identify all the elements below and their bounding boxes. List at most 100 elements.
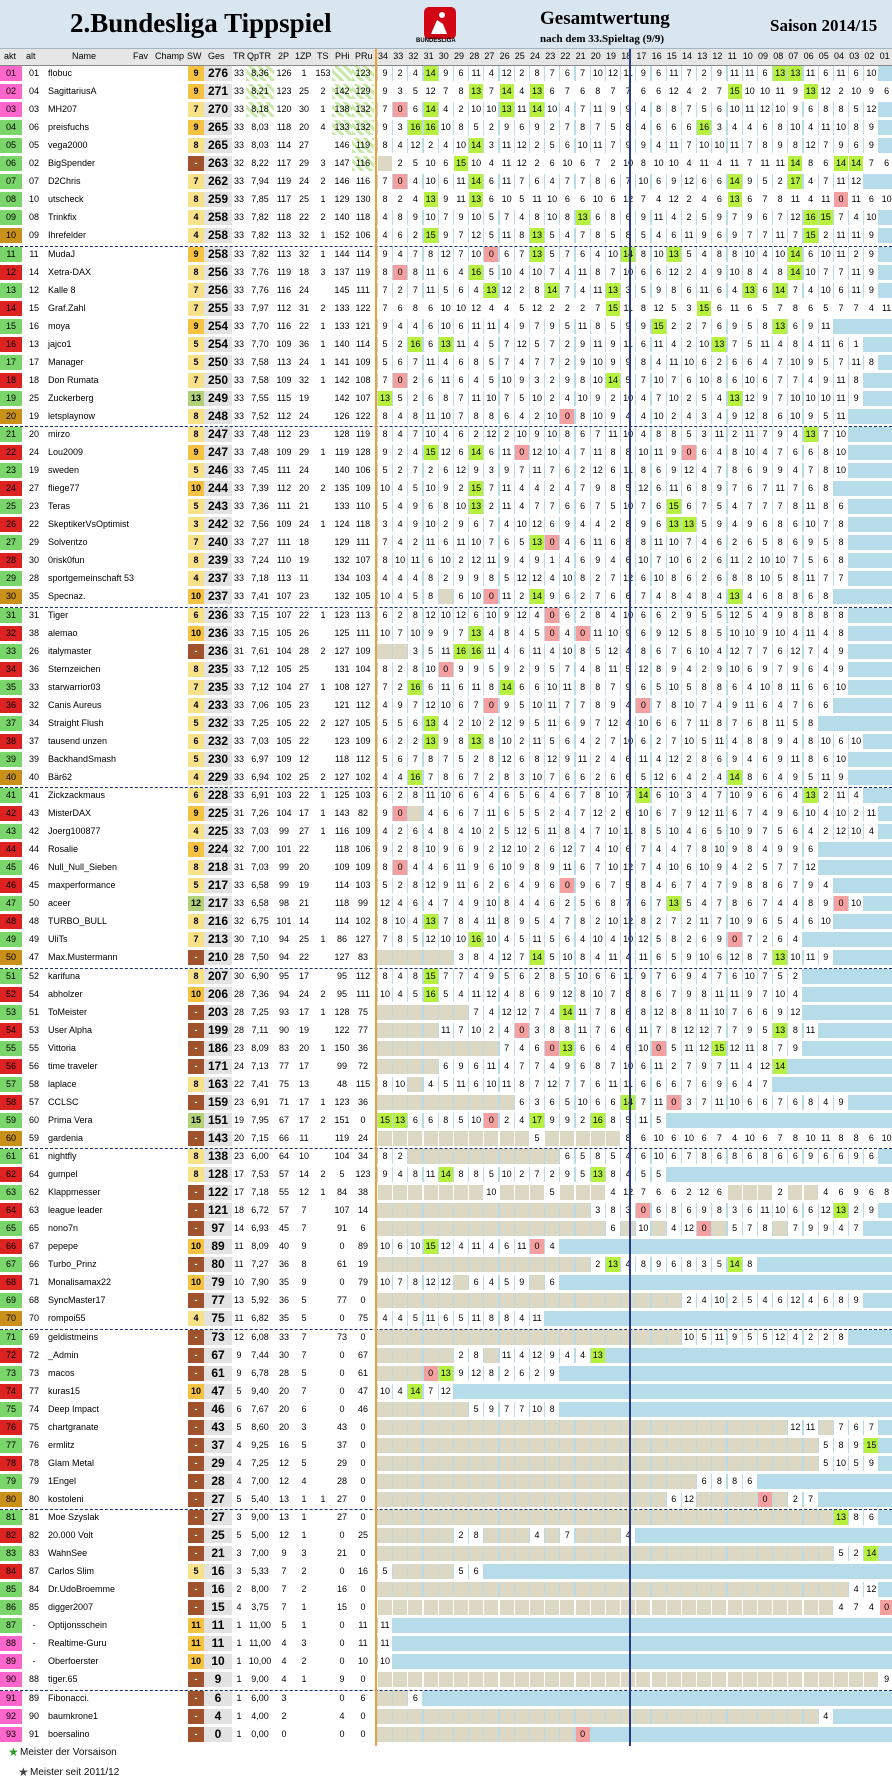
player-name[interactable]: SyncMaster17 (48, 1295, 106, 1306)
round-score: 6 (682, 860, 696, 876)
player-name[interactable]: nono7n (48, 1223, 79, 1234)
player-name[interactable]: SkeptikerVsOptimist (48, 519, 130, 530)
player-name[interactable]: Rosalie (48, 844, 79, 855)
player-name[interactable]: Solventzo (48, 537, 88, 548)
player-name[interactable]: Zickzackmaus (48, 790, 106, 800)
player-name[interactable]: karifuna (48, 970, 81, 981)
player-name[interactable]: Ihrefelder (48, 230, 87, 241)
player-name[interactable]: Monalisamax22 (48, 1277, 112, 1288)
player-name[interactable]: preisfuchs (48, 122, 90, 133)
player-name[interactable]: Kalle 8 (48, 284, 76, 295)
player-name[interactable]: MudaJ (48, 248, 76, 259)
player-name[interactable]: WahnSee (48, 1548, 88, 1559)
player-name[interactable]: MisterDAX (48, 808, 92, 819)
player-name[interactable]: gardenia (48, 1132, 84, 1143)
player-name[interactable]: ToMeister (48, 1006, 88, 1017)
player-name[interactable]: laplace (48, 1078, 77, 1089)
player-name[interactable]: Klappmesser (48, 1187, 101, 1198)
round-score: 2 (393, 1149, 408, 1164)
player-name[interactable]: geldistmeins (48, 1331, 99, 1342)
player-name[interactable]: digger2007 (48, 1602, 94, 1613)
player-name[interactable]: Teras (48, 501, 71, 512)
player-name[interactable]: aceer (48, 898, 71, 909)
player-name[interactable]: maxperformance (48, 880, 116, 891)
player-name[interactable]: Don Rumata (48, 374, 99, 385)
player-name[interactable]: Carlos Slim (48, 1566, 95, 1577)
player-name[interactable]: Optijonsschein (48, 1620, 108, 1631)
player-name[interactable]: letsplaynow (48, 410, 96, 421)
player-name[interactable]: Lou2009 (48, 447, 84, 458)
player-name[interactable]: Moe Szyslak (48, 1512, 100, 1522)
player-name[interactable]: Manager (48, 356, 84, 367)
player-name[interactable]: CCLSC (48, 1096, 79, 1107)
player-name[interactable]: UliTs (48, 934, 68, 945)
player-name[interactable]: Xetra-DAX (48, 266, 92, 277)
player-name[interactable]: BigSpender (48, 158, 96, 169)
player-name[interactable]: macos (48, 1367, 75, 1378)
player-name[interactable]: Canis Aureus (48, 699, 102, 710)
player-name[interactable]: 0risk0fun (48, 555, 85, 566)
player-name[interactable]: baumkrone1 (48, 1710, 99, 1721)
player-name[interactable]: tausend unzen (48, 735, 108, 746)
player-name[interactable]: Deep Impact (48, 1403, 100, 1414)
round-score: 5 (666, 1040, 681, 1056)
player-name[interactable]: boersalino (48, 1728, 90, 1739)
player-name[interactable]: ermlitz (48, 1439, 75, 1450)
player-name[interactable]: abholzer (48, 988, 83, 999)
player-name[interactable]: gumpel (48, 1169, 78, 1180)
player-name[interactable]: starwarrior03 (48, 681, 101, 692)
player-name[interactable]: Null_Null_Sieben (48, 862, 118, 873)
round-scores: 746013664610051112151211879 (376, 1040, 892, 1056)
player-name[interactable]: Tiger (48, 609, 69, 620)
player-name[interactable]: vega2000 (48, 140, 88, 151)
player-name[interactable]: Vittoria (48, 1042, 76, 1053)
round-score: 7 (666, 643, 681, 659)
player-name[interactable]: 20.000 Volt (48, 1530, 94, 1541)
player-name[interactable]: Fibonacci. (48, 1692, 90, 1703)
player-name[interactable]: User Alpha (48, 1024, 93, 1035)
player-name[interactable]: SagittariusA (48, 86, 97, 97)
player-name[interactable]: Sternzeichen (48, 663, 101, 674)
player-name[interactable]: Dr.UdoBroemme (48, 1584, 116, 1595)
player-name[interactable]: Graf.Zahl (48, 302, 86, 313)
player-name[interactable]: flobuc (48, 68, 73, 78)
player-name[interactable]: Oberfoerster (48, 1656, 99, 1667)
player-name[interactable]: moya (48, 320, 71, 331)
player-name[interactable]: TURBO_BULL (48, 916, 108, 927)
player-name[interactable]: Joerg100877 (48, 826, 101, 837)
player-name[interactable]: kuras15 (48, 1385, 81, 1396)
player-name[interactable]: alemao (48, 627, 78, 638)
player-name[interactable]: time traveler (48, 1060, 98, 1071)
player-name[interactable]: kostoleni (48, 1493, 84, 1504)
player-name[interactable]: tiger.65 (48, 1674, 78, 1685)
player-name[interactable]: MH207 (48, 104, 78, 115)
player-name[interactable]: chartgranate (48, 1421, 99, 1432)
player-name[interactable]: Max.Mustermann (48, 952, 118, 963)
player-name[interactable]: sweden (48, 465, 80, 476)
player-name[interactable]: Glam Metal (48, 1457, 95, 1468)
player-name[interactable]: nightfly (48, 1151, 77, 1161)
player-name[interactable]: sportgemeinschaft 53 (48, 573, 135, 584)
player-name[interactable]: Turbo_Prinz (48, 1259, 97, 1270)
player-name[interactable]: utscheck (48, 194, 84, 205)
player-name[interactable]: rompoi55 (48, 1313, 86, 1324)
player-name[interactable]: Trinkfix (48, 212, 77, 223)
points-1zp: 30 (298, 104, 309, 115)
player-name[interactable]: Realtime-Guru (48, 1638, 107, 1649)
player-name[interactable]: Prima Vera (48, 1114, 93, 1125)
player-name[interactable]: Straight Flush (48, 717, 104, 728)
player-name[interactable]: Specnaz. (48, 591, 86, 602)
player-name[interactable]: pepepe (48, 1241, 79, 1252)
player-name[interactable]: BackhandSmash (48, 753, 117, 764)
player-name[interactable]: D2Chris (48, 176, 81, 187)
player-name[interactable]: Bär62 (48, 771, 73, 782)
player-name[interactable]: italymaster (48, 645, 92, 656)
page-header: 2.Bundesliga Tippspiel BUNDESLIGA Gesamt… (0, 0, 892, 49)
player-name[interactable]: _Admin (48, 1349, 79, 1360)
player-name[interactable]: jajco1 (48, 338, 72, 349)
player-name[interactable]: 1Engel (48, 1475, 77, 1486)
player-name[interactable]: league leader (48, 1205, 103, 1216)
player-name[interactable]: mirzo (48, 429, 70, 439)
player-name[interactable]: Zuckerberg (48, 392, 94, 403)
player-name[interactable]: fliege77 (48, 483, 80, 494)
